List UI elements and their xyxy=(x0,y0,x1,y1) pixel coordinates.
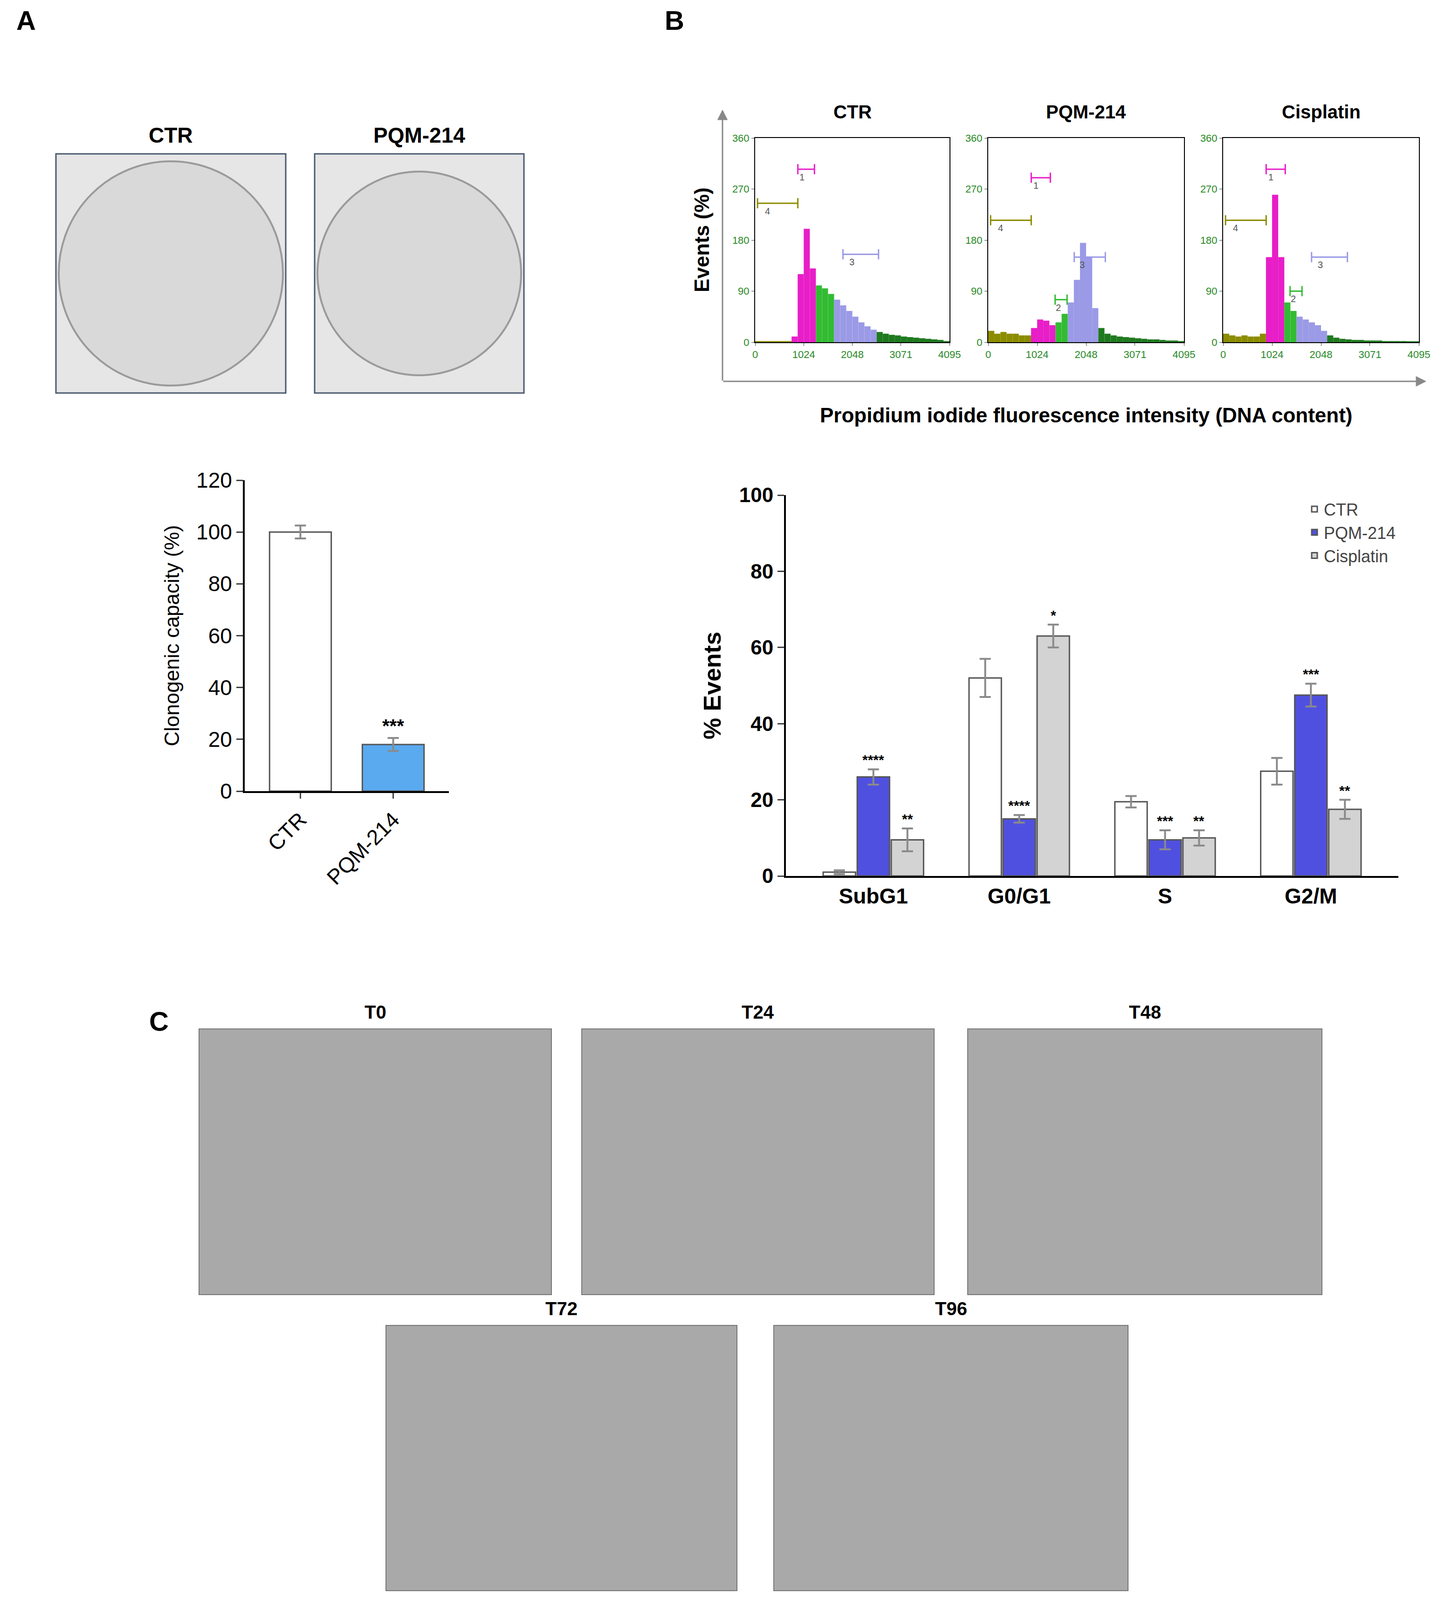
svg-text:***: *** xyxy=(382,715,405,737)
svg-text:80: 80 xyxy=(208,571,233,596)
svg-text:0: 0 xyxy=(1220,348,1226,361)
svg-text:0: 0 xyxy=(985,348,991,361)
svg-text:180: 180 xyxy=(965,234,983,247)
svg-text:90: 90 xyxy=(1205,285,1218,297)
svg-text:C: C xyxy=(149,1005,169,1037)
svg-text:T96: T96 xyxy=(935,1298,968,1319)
svg-text:Events (%): Events (%) xyxy=(690,187,714,293)
svg-text:A: A xyxy=(16,5,36,36)
svg-text:T0: T0 xyxy=(364,1001,387,1023)
svg-text:0: 0 xyxy=(220,778,233,804)
svg-text:T72: T72 xyxy=(545,1298,578,1319)
svg-text:0: 0 xyxy=(752,348,758,361)
svg-text:270: 270 xyxy=(965,183,983,195)
svg-text:***: *** xyxy=(1156,812,1174,829)
svg-text:% Events: % Events xyxy=(698,631,726,740)
svg-text:B: B xyxy=(664,5,685,36)
svg-text:0: 0 xyxy=(1211,336,1218,349)
svg-text:2: 2 xyxy=(1290,293,1296,304)
svg-text:90: 90 xyxy=(970,285,983,297)
svg-text:PQM-214: PQM-214 xyxy=(1045,101,1127,123)
svg-text:CTR: CTR xyxy=(833,101,872,123)
svg-text:4: 4 xyxy=(1232,222,1239,234)
svg-text:20: 20 xyxy=(208,727,233,752)
svg-text:****: **** xyxy=(1008,797,1031,813)
svg-text:*: * xyxy=(1050,607,1057,623)
svg-text:1: 1 xyxy=(1268,172,1274,183)
svg-text:100: 100 xyxy=(196,519,233,544)
svg-text:PQM-214: PQM-214 xyxy=(322,807,405,890)
svg-text:3: 3 xyxy=(1079,259,1085,270)
svg-text:2048: 2048 xyxy=(840,348,864,361)
svg-text:4095: 4095 xyxy=(1407,348,1431,361)
svg-text:PQM-214: PQM-214 xyxy=(1323,523,1396,543)
svg-text:**: ** xyxy=(1339,782,1351,799)
svg-text:1: 1 xyxy=(1033,180,1039,191)
svg-text:G0/G1: G0/G1 xyxy=(987,883,1052,909)
svg-text:360: 360 xyxy=(732,132,750,145)
svg-text:***: *** xyxy=(1302,666,1320,682)
svg-text:Propidium iodide fluorescence: Propidium iodide fluorescence intensity … xyxy=(819,403,1353,427)
svg-text:4095: 4095 xyxy=(938,348,962,361)
svg-text:1024: 1024 xyxy=(1260,348,1284,361)
svg-text:PQM-214: PQM-214 xyxy=(373,123,466,148)
svg-text:**: ** xyxy=(901,811,914,827)
svg-text:4: 4 xyxy=(997,222,1004,234)
svg-text:2: 2 xyxy=(1055,302,1061,313)
svg-text:Clonogenic capacity (%): Clonogenic capacity (%) xyxy=(160,524,184,746)
svg-text:60: 60 xyxy=(208,623,233,648)
svg-text:1024: 1024 xyxy=(792,348,816,361)
svg-text:S: S xyxy=(1157,883,1173,909)
svg-text:CTR: CTR xyxy=(262,807,312,856)
svg-text:**: ** xyxy=(1193,812,1205,829)
svg-text:90: 90 xyxy=(737,285,750,297)
svg-text:G2/M: G2/M xyxy=(1284,883,1337,909)
svg-text:40: 40 xyxy=(750,712,774,736)
svg-text:3071: 3071 xyxy=(1358,348,1382,361)
svg-text:1: 1 xyxy=(799,172,805,183)
svg-text:3: 3 xyxy=(1317,259,1323,270)
svg-text:CTR: CTR xyxy=(1323,500,1359,520)
svg-text:0: 0 xyxy=(976,336,983,349)
svg-text:180: 180 xyxy=(1200,234,1218,247)
svg-text:20: 20 xyxy=(750,788,774,812)
svg-text:2048: 2048 xyxy=(1074,348,1098,361)
svg-text:Cisplatin: Cisplatin xyxy=(1323,546,1389,566)
svg-text:1024: 1024 xyxy=(1025,348,1049,361)
svg-text:****: **** xyxy=(862,751,885,768)
svg-text:100: 100 xyxy=(739,483,774,507)
svg-text:270: 270 xyxy=(732,183,750,195)
svg-text:2048: 2048 xyxy=(1309,348,1333,361)
svg-text:SubG1: SubG1 xyxy=(839,883,909,909)
svg-text:80: 80 xyxy=(750,559,774,583)
svg-text:T24: T24 xyxy=(741,1001,775,1023)
svg-text:180: 180 xyxy=(732,234,750,247)
svg-text:4: 4 xyxy=(764,206,771,217)
svg-text:T48: T48 xyxy=(1128,1001,1162,1023)
svg-text:3071: 3071 xyxy=(1123,348,1147,361)
svg-text:4095: 4095 xyxy=(1172,348,1196,361)
svg-text:270: 270 xyxy=(1200,183,1218,195)
svg-text:Cisplatin: Cisplatin xyxy=(1281,101,1361,123)
svg-text:CTR: CTR xyxy=(148,123,193,148)
svg-text:0: 0 xyxy=(762,864,774,888)
svg-text:40: 40 xyxy=(208,675,233,700)
svg-text:60: 60 xyxy=(750,635,774,659)
svg-text:120: 120 xyxy=(196,467,233,493)
svg-text:360: 360 xyxy=(965,132,983,145)
svg-text:3: 3 xyxy=(849,256,855,268)
svg-text:3071: 3071 xyxy=(889,348,913,361)
svg-text:360: 360 xyxy=(1200,132,1218,145)
svg-text:0: 0 xyxy=(743,336,750,349)
